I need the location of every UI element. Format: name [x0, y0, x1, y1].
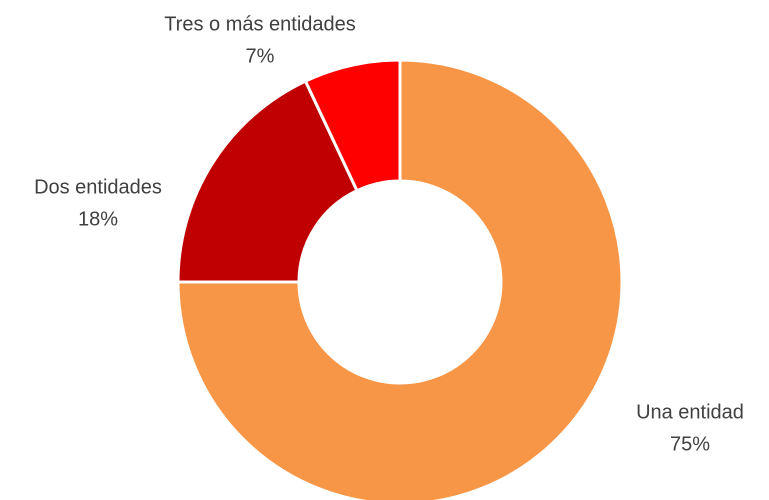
slice-label: Tres o más entidades — [164, 13, 356, 35]
slice-value-label: 75% — [670, 433, 710, 455]
slice-label: Una entidad — [636, 401, 744, 423]
slice-label: Dos entidades — [34, 176, 162, 198]
donut-slice — [176, 79, 359, 284]
donut-slice — [303, 58, 402, 193]
slice-value-label: 18% — [78, 208, 118, 230]
donut-slice — [176, 58, 624, 500]
slice-value-label: 7% — [246, 45, 275, 67]
